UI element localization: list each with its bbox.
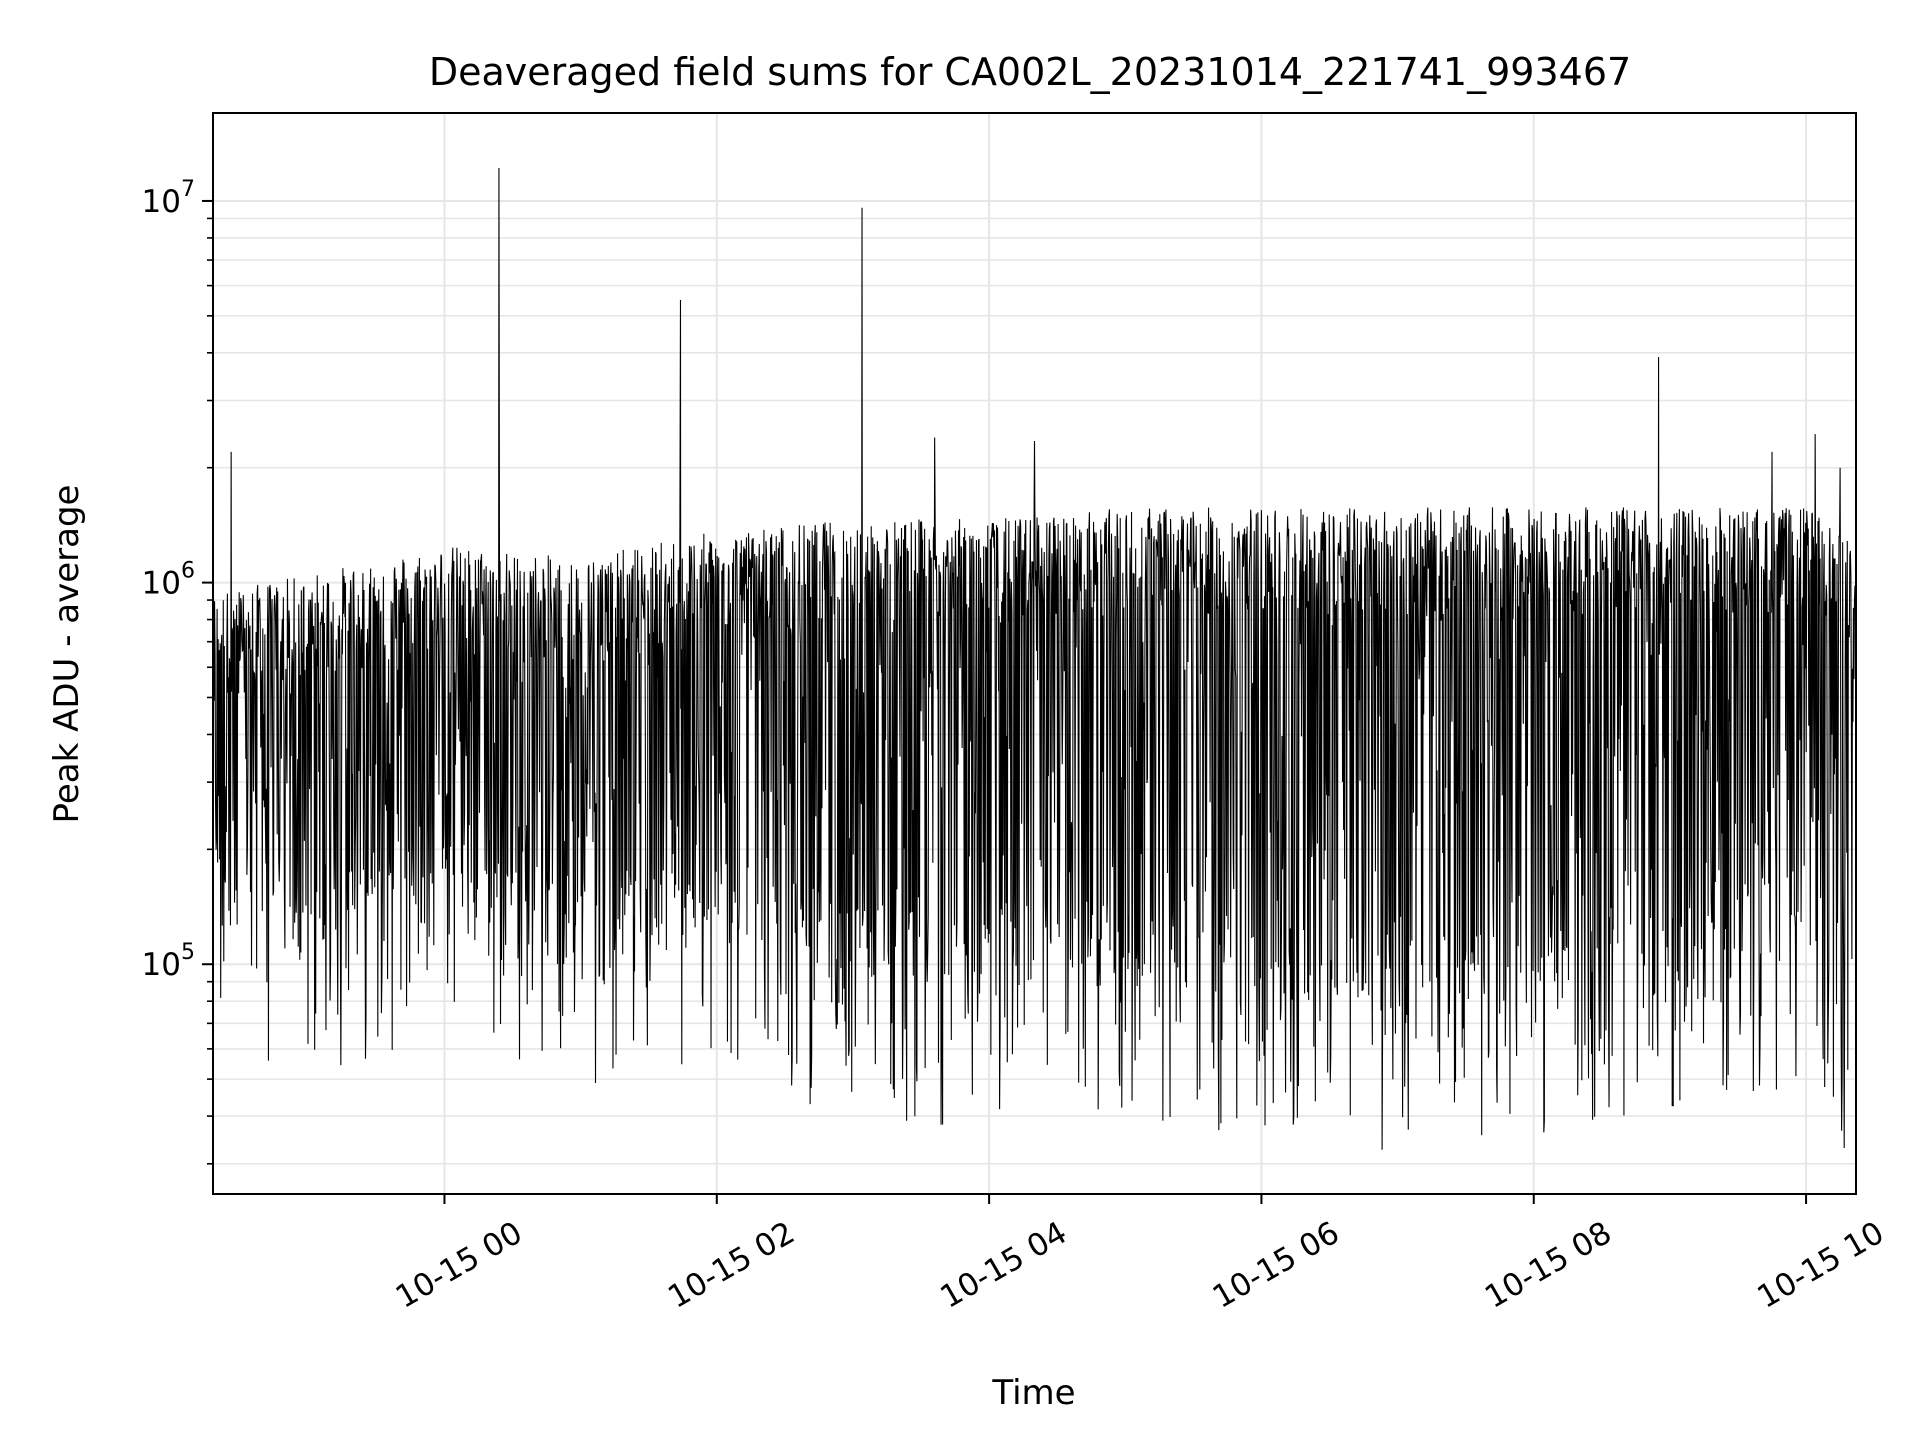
y-tick-label: 106 (142, 559, 195, 602)
series-line (212, 167, 1857, 1150)
x-axis-label: Time (991, 1373, 1075, 1413)
y-axis: 105 106 107 (142, 177, 213, 1165)
y-tick-label: 107 (142, 177, 195, 220)
y-axis-label: Peak ADU - average (47, 485, 87, 824)
chart-title: Deaveraged field sums for CA002L_2023101… (429, 50, 1631, 94)
y-tick-label: 105 (142, 940, 195, 983)
plot-frame (212, 112, 1857, 1195)
series-path (212, 167, 1857, 1150)
